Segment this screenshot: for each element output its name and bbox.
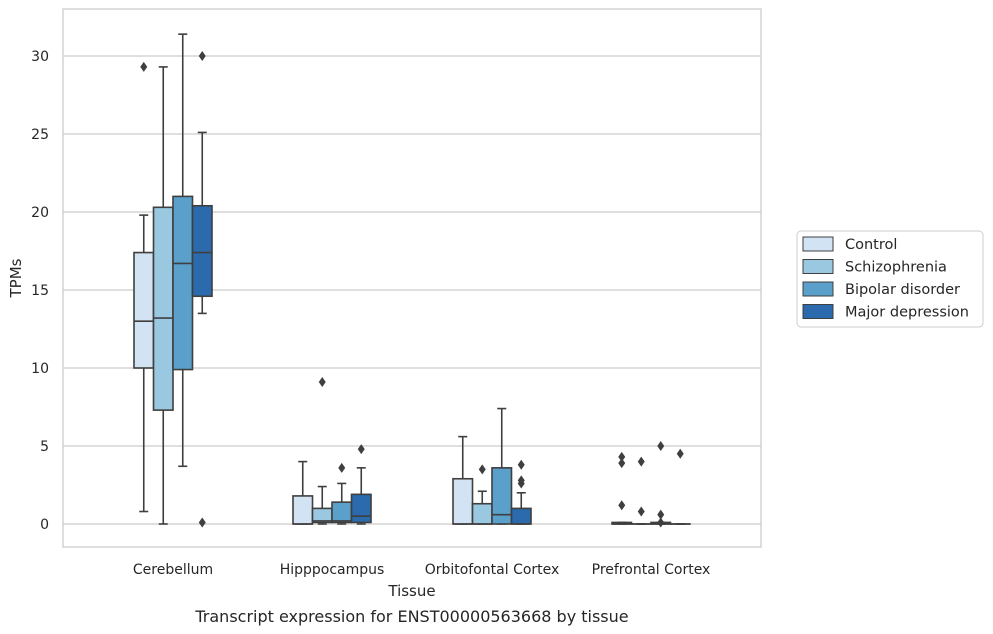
x-tick-label: Hipppocampus xyxy=(280,562,385,578)
outlier-marker xyxy=(618,458,626,469)
box-group xyxy=(611,451,633,525)
outlier-marker xyxy=(676,448,684,459)
y-tick-label: 10 xyxy=(31,361,49,377)
box-group xyxy=(630,456,652,525)
box xyxy=(133,251,155,369)
box-group xyxy=(452,435,474,525)
outlier-marker xyxy=(657,517,665,528)
x-tick-label: Cerebellum xyxy=(133,562,213,578)
outlier-marker xyxy=(198,517,206,528)
box-group xyxy=(491,407,513,525)
outlier-marker xyxy=(140,61,148,72)
legend: Control Schizophrenia Bipolar disorder Majo… xyxy=(796,230,984,328)
legend-label: Major depression xyxy=(845,305,969,321)
box xyxy=(292,495,314,525)
box-group xyxy=(669,448,691,525)
y-tick-label: 5 xyxy=(40,439,49,455)
legend-label: Schizophrenia xyxy=(845,260,947,276)
x-tick-label: Prefrontal Cortex xyxy=(592,562,711,578)
box xyxy=(491,467,513,525)
box xyxy=(350,493,372,524)
outlier-marker xyxy=(517,478,525,489)
x-tick-labels: Cerebellum Hipppocampus Orbitofontal Corte… xyxy=(133,562,710,578)
box xyxy=(191,204,213,298)
y-tick-label: 0 xyxy=(40,517,49,533)
outlier-marker xyxy=(357,444,365,455)
box-group xyxy=(350,444,372,525)
box-group xyxy=(292,460,314,525)
legend-swatch xyxy=(802,236,834,252)
legend-frame xyxy=(796,230,984,328)
outlier-marker xyxy=(637,456,645,467)
outlier-marker xyxy=(618,500,626,511)
y-tick-label: 20 xyxy=(31,205,49,221)
box-group xyxy=(133,61,155,513)
box xyxy=(172,195,194,371)
legend-swatch xyxy=(802,259,834,274)
chart-caption: Transcript expression for ENST0000056366… xyxy=(194,607,628,626)
legend-swatch xyxy=(802,304,834,319)
legend-entries: Control Schizophrenia Bipolar disorder Majo… xyxy=(802,236,969,321)
box xyxy=(510,507,532,525)
outlier-marker xyxy=(517,459,525,470)
outlier-marker xyxy=(478,464,486,475)
y-tick-labels: 0 5 10 15 20 25 30 xyxy=(31,49,49,533)
x-axis-title: Tissue xyxy=(387,582,435,600)
box-group xyxy=(471,464,493,525)
y-tick-label: 30 xyxy=(31,49,49,65)
box xyxy=(452,477,474,525)
outlier-marker xyxy=(618,451,626,462)
legend-label: Control xyxy=(845,237,897,253)
outlier-marker xyxy=(637,506,645,517)
box-group xyxy=(311,377,333,525)
x-tick-label: Orbitofontal Cortex xyxy=(425,562,560,578)
box-group xyxy=(650,441,672,528)
y-tick-label: 25 xyxy=(31,127,49,143)
plot-frame xyxy=(62,8,762,548)
outlier-marker xyxy=(338,462,346,473)
box-group xyxy=(510,459,532,525)
box xyxy=(152,206,174,411)
box-group xyxy=(191,51,213,528)
box-group xyxy=(152,66,174,525)
y-axis-title: TPMs xyxy=(7,258,25,298)
box-group xyxy=(172,33,194,468)
box xyxy=(471,502,493,525)
outlier-marker xyxy=(318,377,326,388)
outlier-marker xyxy=(657,441,665,451)
box-plots xyxy=(133,33,691,528)
outlier-marker xyxy=(657,509,665,520)
legend-swatch xyxy=(802,281,834,297)
legend-label: Bipolar disorder xyxy=(845,282,960,298)
box xyxy=(331,501,353,524)
outlier-marker xyxy=(198,51,206,61)
y-tick-label: 15 xyxy=(31,283,49,299)
box-group xyxy=(331,462,353,525)
